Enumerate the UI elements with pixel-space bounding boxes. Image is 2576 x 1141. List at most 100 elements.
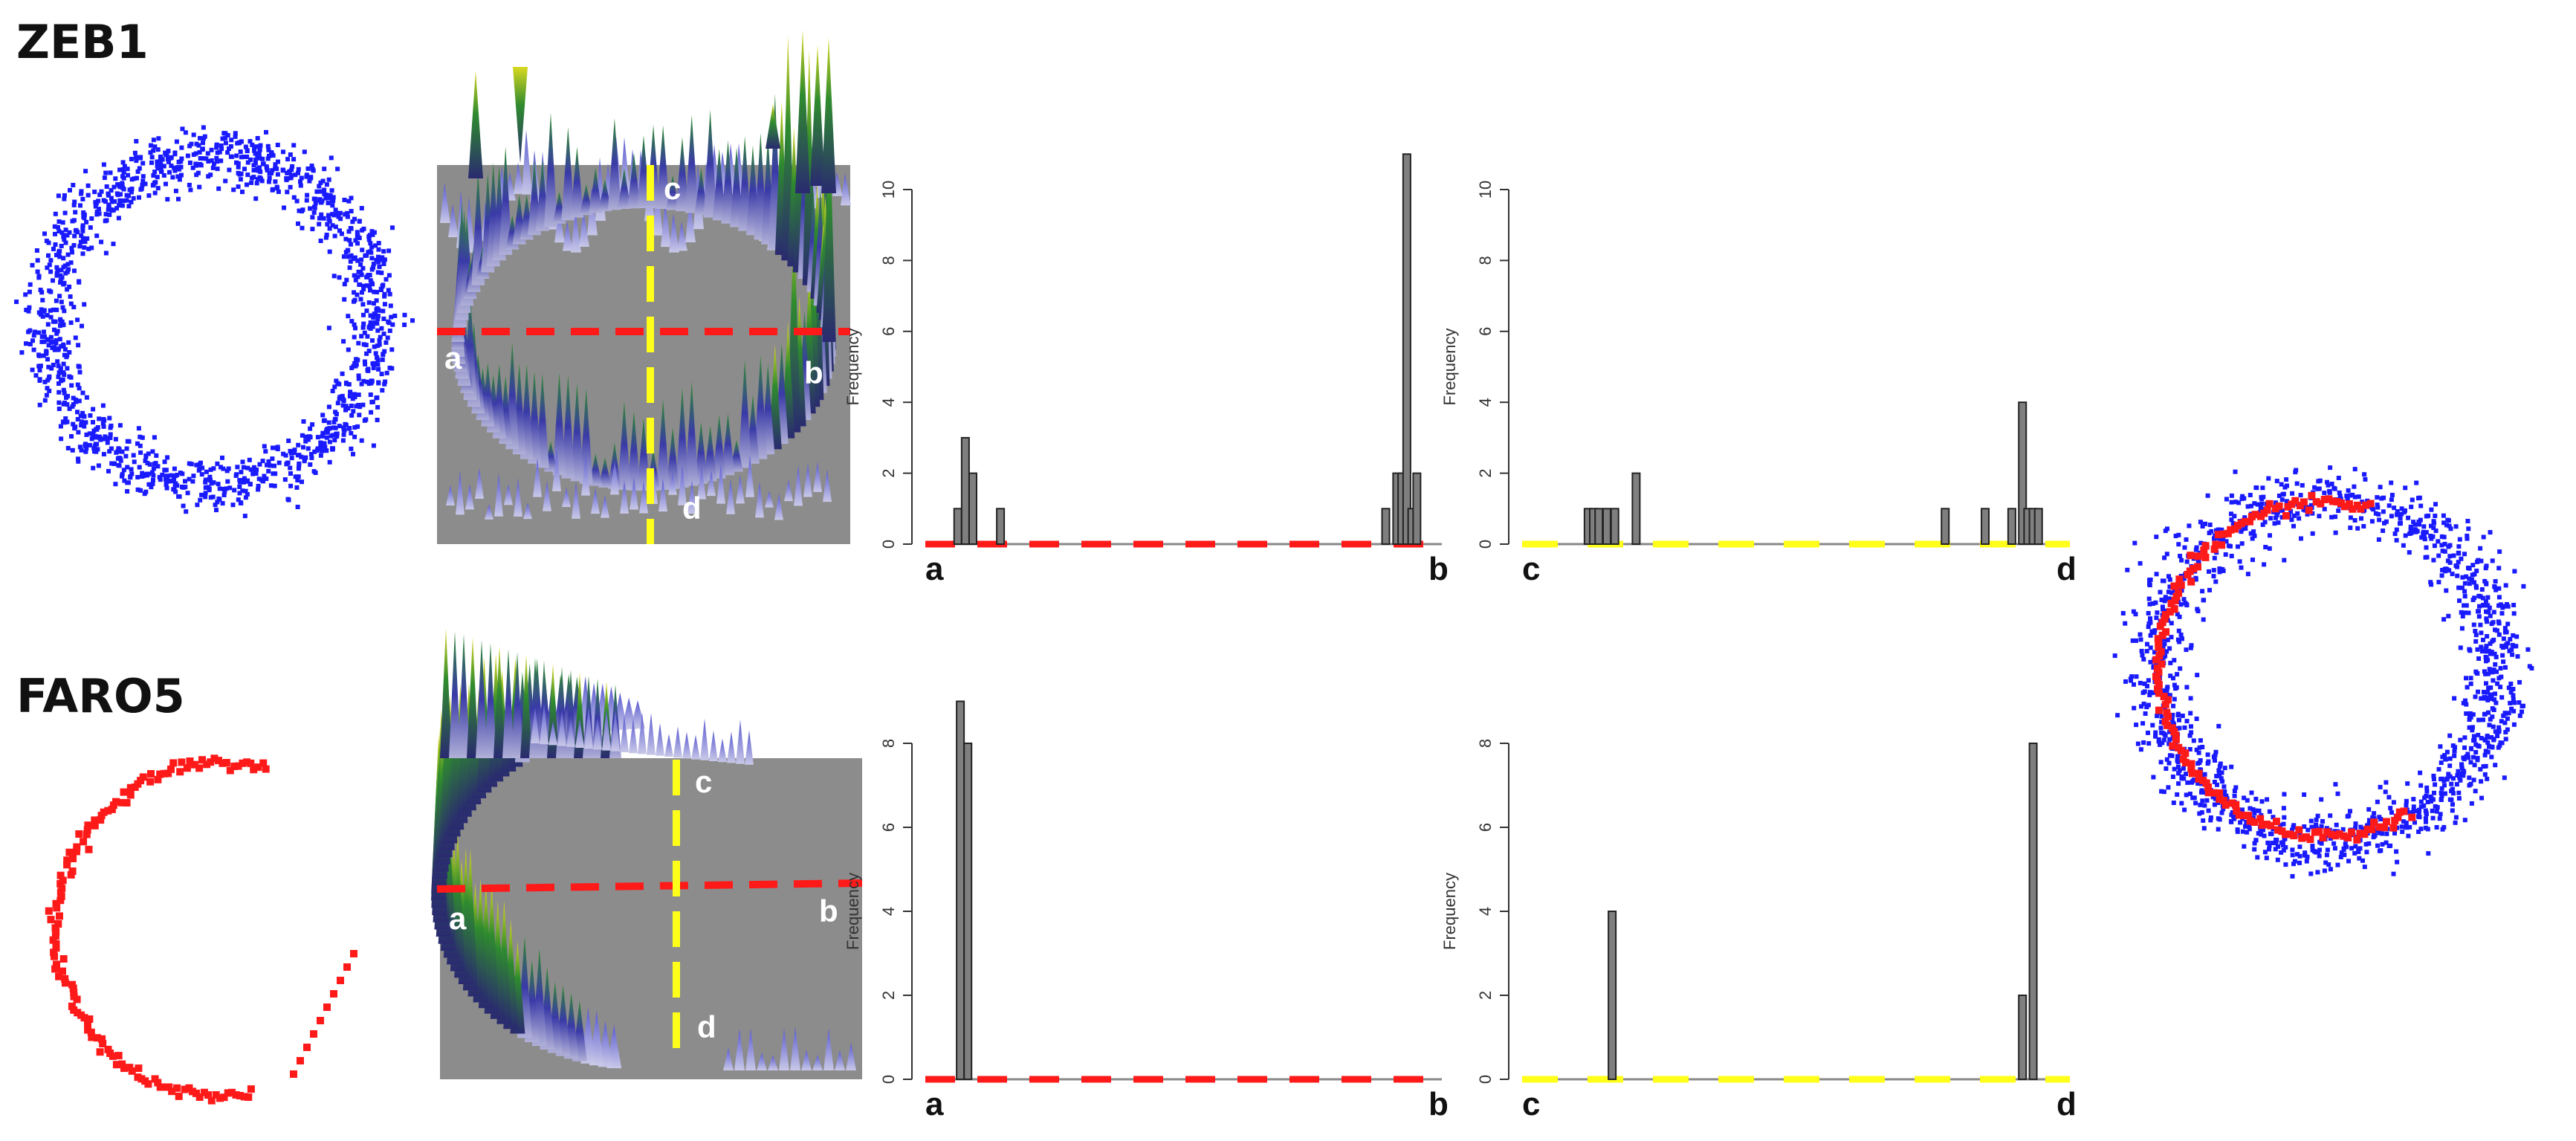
zeb1-point	[56, 363, 61, 369]
zeb1-point	[57, 249, 62, 253]
zeb1-point	[351, 409, 356, 414]
overlay-blue-point	[2282, 815, 2287, 820]
zeb1-point	[389, 347, 395, 352]
overlay-blue-point	[2450, 572, 2455, 577]
overlay-blue-point	[2309, 824, 2314, 830]
zeb1-point	[152, 169, 158, 175]
zeb1-point	[312, 205, 317, 210]
overlay-blue-point	[2316, 849, 2321, 854]
zeb1-point	[58, 280, 63, 285]
zeb1-point	[79, 447, 84, 453]
zeb1-point	[252, 146, 257, 150]
overlay-blue-point	[2337, 490, 2342, 495]
overlay-blue-point	[2378, 848, 2384, 853]
overlay-blue-point	[2474, 569, 2479, 573]
overlay-blue-point	[2213, 796, 2218, 801]
overlay-red-point	[2337, 499, 2345, 507]
overlay-blue-point	[2441, 520, 2447, 526]
overlay-blue-point	[2467, 581, 2472, 586]
zeb1-point	[98, 437, 103, 442]
zeb1-point	[379, 271, 384, 276]
overlay-blue-point	[2233, 469, 2238, 474]
histogram-bar	[1381, 508, 1391, 545]
zeb1-point	[336, 214, 341, 219]
zeb1-point	[56, 390, 62, 395]
overlay-blue-point	[2499, 719, 2504, 724]
overlay-blue-point	[2357, 856, 2362, 861]
zeb1-point	[120, 473, 124, 479]
surface-spike	[514, 478, 522, 517]
zeb1-point	[350, 396, 355, 401]
zeb1-point	[82, 424, 87, 429]
overlay-blue-point	[2322, 491, 2327, 496]
zeb1-point	[390, 225, 395, 230]
zeb1-point	[208, 495, 213, 500]
overlay-blue-point	[2502, 626, 2508, 631]
overlay-red-point	[2212, 540, 2220, 549]
zeb1-point	[356, 376, 361, 381]
surface-spike	[514, 162, 524, 194]
zeb1-point	[35, 269, 40, 274]
zeb1-point	[337, 275, 342, 280]
zeb1-point	[100, 421, 106, 426]
zeb1-point	[402, 323, 407, 327]
overlay-blue-point	[2192, 778, 2197, 783]
overlay-blue-point	[2253, 485, 2259, 490]
zeb1-point	[121, 198, 126, 203]
overlay-blue-point	[2229, 764, 2234, 769]
overlay-blue-point	[2281, 821, 2286, 827]
overlay-blue-point	[2353, 821, 2358, 827]
overlay-blue-point	[2486, 648, 2491, 653]
zeb1-point	[357, 282, 362, 287]
zeb1-point	[301, 419, 306, 424]
zeb1-point	[326, 201, 331, 206]
zeb1-point	[245, 182, 249, 187]
surface-spike	[694, 421, 708, 484]
zeb1-point	[230, 502, 236, 508]
zeb1-point	[273, 471, 278, 476]
zeb1-point	[359, 438, 364, 443]
overlay-blue-point	[2176, 542, 2181, 547]
zeb1-point	[365, 368, 370, 372]
zeb1-point	[276, 460, 282, 465]
overlay-blue-point	[2290, 827, 2294, 833]
zeb1-point	[53, 242, 58, 247]
zeb1-point	[132, 459, 137, 465]
faro5-point	[154, 775, 162, 783]
overlay-blue-point	[2421, 534, 2427, 539]
zeb1-point	[82, 239, 88, 245]
zeb1-point	[143, 181, 148, 187]
overlay-blue-point	[2490, 558, 2495, 563]
zeb1-point	[384, 340, 389, 345]
overlay-blue-point	[2223, 552, 2228, 557]
zeb1-point	[140, 183, 145, 188]
zeb1-point	[58, 277, 63, 282]
zeb1-point	[57, 369, 62, 375]
overlay-blue-point	[2352, 494, 2357, 500]
overlay-blue-point	[2348, 809, 2352, 814]
zeb1-point	[355, 292, 360, 297]
overlay-blue-point	[2247, 823, 2252, 828]
overlay-blue-point	[2401, 819, 2406, 824]
overlay-blue-point	[2184, 719, 2190, 724]
zeb1-point	[236, 170, 241, 175]
faro5-point	[245, 1093, 253, 1101]
zeb1-point	[215, 500, 220, 505]
zeb1-point	[107, 416, 112, 421]
zeb1-point	[239, 171, 244, 176]
overlay-blue-point	[2496, 632, 2502, 637]
overlay-blue-point	[2302, 850, 2308, 856]
overlay-blue-point	[2200, 745, 2205, 749]
overlay-blue-point	[2172, 682, 2177, 688]
overlay-blue-point	[2249, 503, 2253, 508]
faro5-point	[117, 798, 126, 807]
zeb1-point	[332, 438, 337, 443]
zeb1-point	[194, 172, 199, 178]
zeb1-point	[359, 381, 364, 387]
overlay-blue-point	[2178, 602, 2184, 607]
zeb1-point	[117, 423, 123, 428]
overlay-blue-point	[2156, 737, 2161, 742]
overlay-blue-point	[2176, 532, 2181, 537]
zeb1-point	[52, 224, 57, 229]
